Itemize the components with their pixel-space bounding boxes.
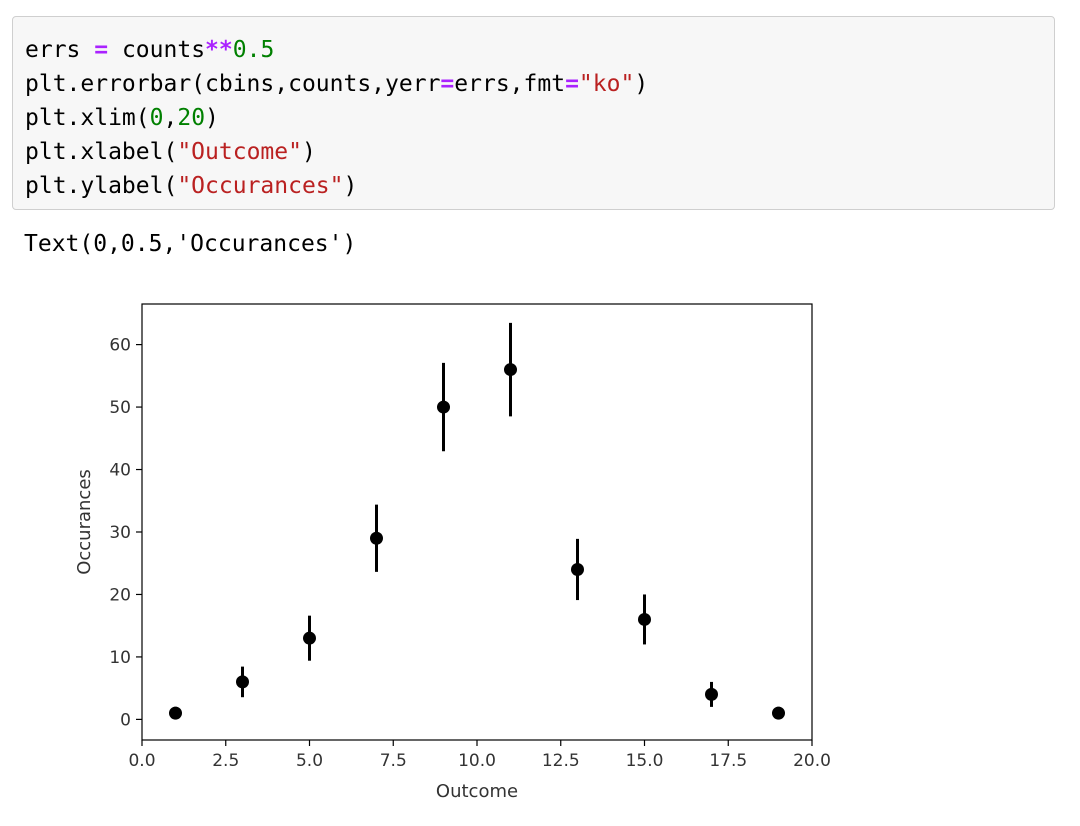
code-editor[interactable]: errs = counts**0.5 plt.errorbar(cbins,co…	[25, 33, 648, 203]
y-tick-label: 50	[109, 398, 131, 418]
x-axis-label: Outcome	[436, 781, 518, 802]
data-point	[370, 531, 383, 545]
code-token: )	[343, 173, 358, 199]
code-token: "ko"	[578, 71, 635, 97]
y-axis-ticks: 0 10 20 30 40 50 60	[109, 336, 142, 730]
code-token: counts	[108, 37, 206, 63]
code-token: )	[301, 139, 316, 165]
code-token: errs	[25, 37, 95, 63]
x-tick-label: 0.0	[128, 751, 155, 771]
data-point	[705, 687, 718, 701]
code-line: errs = counts**0.5	[25, 37, 274, 63]
code-token: "Outcome"	[177, 139, 302, 165]
code-token: ,	[163, 105, 178, 131]
code-cell[interactable]: errs = counts**0.5 plt.errorbar(cbins,co…	[12, 16, 1055, 210]
code-token: plt.errorbar(cbins,counts,yerr	[25, 71, 441, 97]
x-tick-label: 12.5	[542, 751, 580, 771]
code-token: **	[205, 37, 233, 63]
y-tick-label: 20	[109, 585, 131, 605]
x-tick-label: 10.0	[458, 751, 496, 771]
data-point	[437, 400, 450, 414]
chart-marks	[169, 322, 785, 720]
x-tick-label: 2.5	[212, 751, 239, 771]
y-tick-label: 30	[109, 523, 131, 543]
code-token: errs,fmt	[454, 71, 566, 97]
code-line: plt.errorbar(cbins,counts,yerr=errs,fmt=…	[25, 71, 648, 97]
y-tick-label: 40	[109, 461, 131, 481]
y-tick-label: 10	[109, 648, 131, 668]
code-token: 20	[177, 105, 206, 131]
code-line: plt.xlim(0,20)	[25, 105, 219, 131]
x-tick-label: 5.0	[296, 751, 323, 771]
code-token: plt.ylabel(	[25, 173, 178, 199]
code-line: plt.ylabel("Occurances")	[25, 173, 357, 199]
code-token: =	[440, 71, 455, 97]
code-token: plt.xlim(	[25, 105, 150, 131]
data-point	[303, 631, 316, 645]
code-token: )	[205, 105, 219, 131]
data-point	[638, 612, 651, 626]
code-token: "Occurances"	[177, 173, 344, 199]
x-tick-label: 20.0	[793, 751, 831, 771]
y-axis-label: Occurances	[74, 469, 95, 575]
x-axis-ticks: 0.0 2.5 5.0 7.5 10.0 12.5 15.0 17.5 20.0	[128, 740, 831, 771]
data-point	[504, 363, 517, 377]
code-token: )	[634, 71, 649, 97]
data-point	[772, 706, 785, 720]
data-point	[236, 675, 249, 689]
code-token: 0.5	[232, 37, 275, 63]
code-token: =	[94, 37, 109, 63]
y-tick-label: 60	[109, 336, 131, 356]
cell-output-text: Text(0,0.5,'Occurances')	[24, 231, 357, 257]
x-tick-label: 17.5	[709, 751, 747, 771]
data-point	[571, 562, 584, 576]
data-point	[169, 706, 182, 720]
code-line: plt.xlabel("Outcome")	[25, 139, 316, 165]
y-tick-label: 0	[120, 710, 131, 730]
code-token: plt.xlabel(	[25, 139, 178, 165]
x-tick-label: 15.0	[626, 751, 664, 771]
code-token: 0	[149, 105, 164, 131]
code-token: =	[565, 71, 579, 97]
x-tick-label: 7.5	[380, 751, 407, 771]
